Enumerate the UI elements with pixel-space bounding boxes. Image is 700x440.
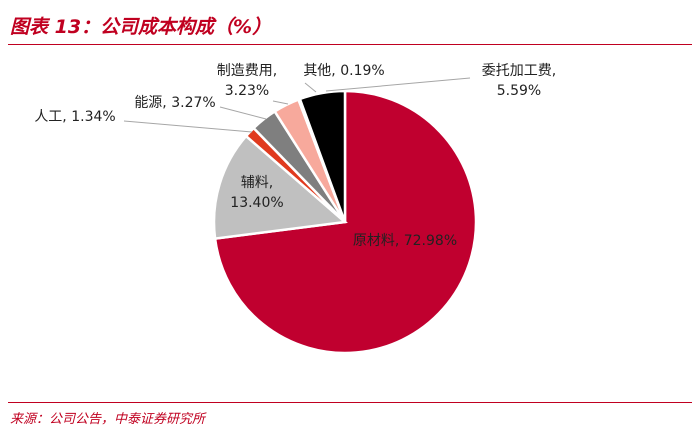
pie-slice: [212, 134, 348, 240]
slice-label-line: 其他, 0.19%: [303, 63, 384, 79]
leader-line: [219, 106, 267, 120]
slice-label-line: 3.23%: [225, 83, 269, 99]
slice-label: 委托加工费, 5.59%: [482, 63, 556, 99]
leader-line: [272, 100, 289, 105]
slice-label: 其他, 0.19%: [303, 63, 384, 79]
source-note: 来源：公司公告，中泰证券研究所: [10, 412, 206, 427]
slice-label-line: 委托加工费,: [482, 63, 556, 79]
slice-label-line: 原材料, 72.98%: [353, 233, 457, 249]
source-rule: [8, 402, 692, 403]
slice-label-line: 制造费用,: [217, 63, 277, 79]
slice-label: 辅料, 13.40%: [230, 175, 283, 211]
slice-label: 制造费用, 3.23%: [217, 63, 277, 99]
title-rule: [8, 44, 692, 45]
slice-label-line: 13.40%: [230, 195, 283, 211]
slice-label: 原材料, 72.98%: [353, 233, 457, 249]
leader-line: [325, 77, 471, 92]
slice-label-line: 能源, 3.27%: [134, 95, 215, 111]
slice-label-line: 5.59%: [497, 83, 541, 99]
leader-line: [123, 120, 253, 133]
chart-title: 图表 13：公司成本构成（%）: [10, 16, 272, 38]
slice-label-line: 辅料,: [241, 175, 273, 191]
slice-label-line: 人工, 1.34%: [34, 109, 115, 125]
leader-line: [304, 82, 317, 93]
pie-slice: [298, 89, 347, 223]
slice-label: 人工, 1.34%: [34, 109, 115, 125]
slice-label: 能源, 3.27%: [134, 95, 215, 111]
